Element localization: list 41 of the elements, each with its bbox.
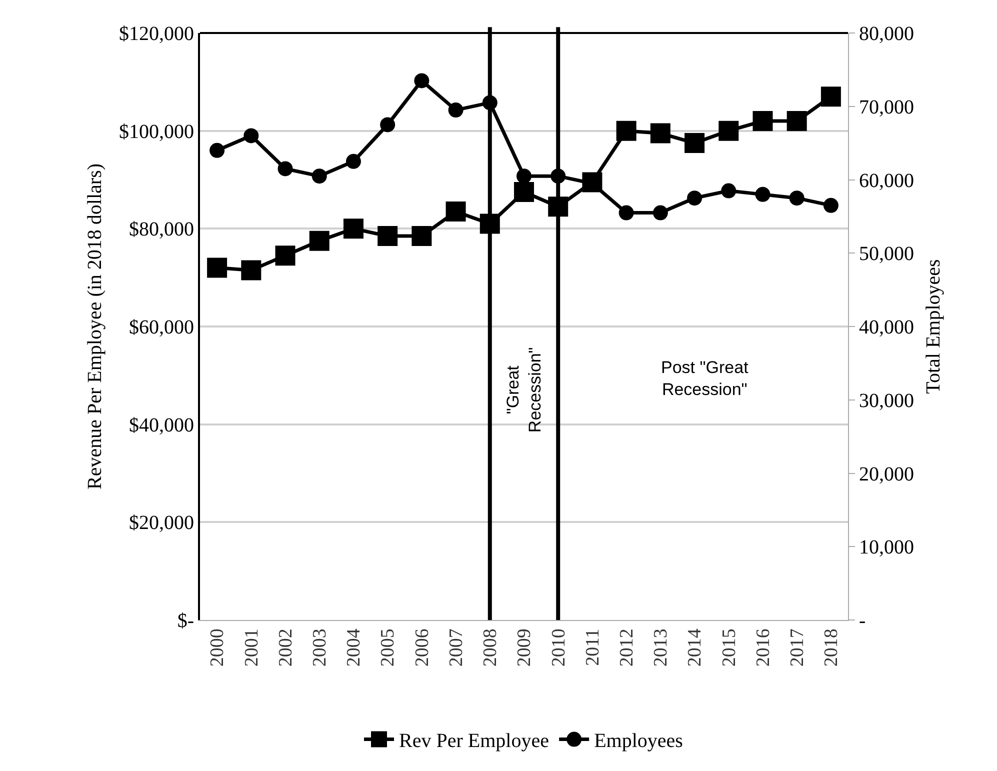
y2-tick-label: 50,000: [859, 243, 914, 266]
x-tick-label: 2013: [650, 628, 672, 667]
legend-label: Rev Per Employee: [399, 730, 550, 752]
x-tick-label: 2007: [446, 628, 467, 667]
x-tick-label: 2014: [684, 628, 706, 667]
x-tick-label: 2001: [241, 628, 262, 667]
y2-tick-label: 80,000: [859, 23, 914, 45]
y2-tick-label: 60,000: [859, 170, 914, 192]
x-tick-label: 2018: [821, 628, 842, 667]
y-tick-label: $100,000: [119, 120, 194, 143]
x-tick-label: 2011: [582, 628, 604, 666]
x-tick-label: 2016: [752, 628, 774, 667]
y2-tick-label: 10,000: [859, 536, 914, 559]
annotation: Post "Great Recession": [661, 358, 749, 400]
x-tick-label: 2017: [787, 628, 808, 667]
y-tick-label: $120,000: [119, 23, 194, 45]
legend-label: Employees: [594, 730, 684, 752]
x-tick-label: 2006: [412, 628, 433, 667]
y-axis-title: Revenue Per Employee (in 2018 dollars): [84, 163, 106, 490]
x-tick-label: 2005: [378, 628, 399, 667]
y-tick-label: $40,000: [129, 414, 194, 436]
y-tick-label: $80,000: [129, 218, 194, 241]
annotation: "Great Recession": [503, 347, 545, 433]
x-tick-label: 2008: [480, 628, 502, 667]
x-tick-label: 2004: [344, 628, 365, 667]
y2-tick-label: 40,000: [859, 316, 914, 338]
y-tick-label: $20,000: [129, 512, 194, 534]
x-tick-label: 2003: [310, 628, 331, 667]
x-tick-label: 2002: [275, 628, 296, 667]
y2-tick-label: 70,000: [859, 96, 914, 118]
y2-tick-label: 30,000: [859, 390, 914, 412]
x-tick-label: 2000: [207, 628, 228, 667]
y2-tick-label: -: [859, 610, 866, 632]
x-tick-label: 2015: [718, 628, 740, 667]
x-tick-label: 2012: [616, 628, 638, 667]
y2-axis-title: Total Employees: [922, 258, 944, 394]
y-tick-label: $60,000: [129, 316, 194, 338]
y-tick-label: $-: [177, 610, 194, 632]
y2-tick-label: 20,000: [859, 463, 914, 486]
x-tick-label: 2010: [548, 628, 570, 667]
x-tick-label: 2009: [514, 628, 536, 667]
